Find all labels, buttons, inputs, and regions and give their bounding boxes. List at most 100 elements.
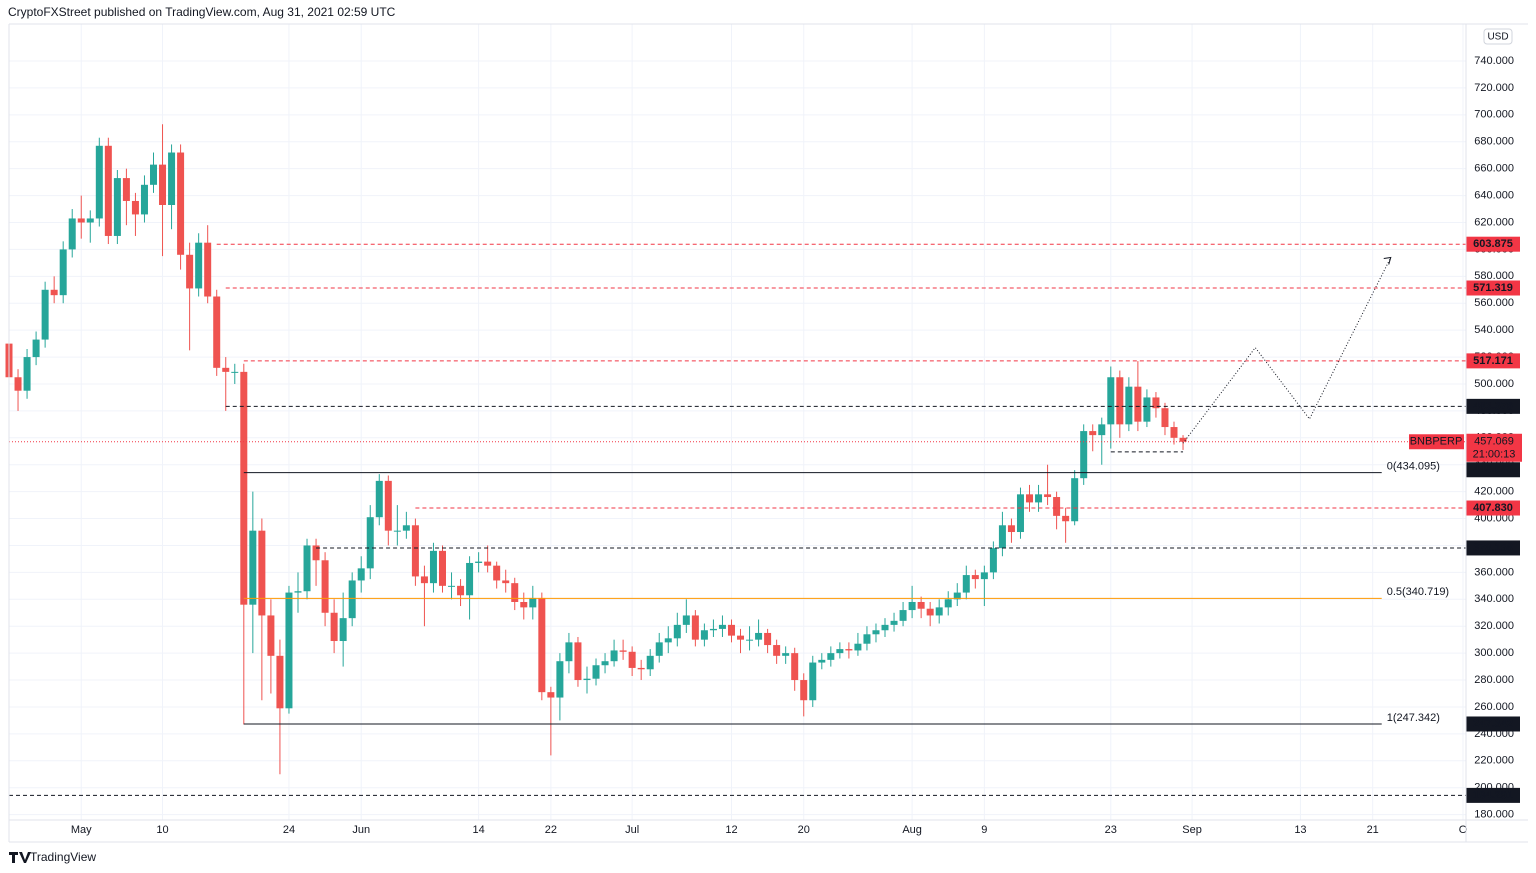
candle-body: [1098, 424, 1106, 436]
y-tick-label: 580.000: [1474, 270, 1514, 282]
candle-body: [438, 550, 446, 586]
candle-body: [1089, 431, 1097, 436]
candle-body: [917, 601, 925, 609]
candle-body: [312, 545, 320, 561]
candle-body: [420, 576, 428, 584]
y-tick-label: 300.000: [1474, 647, 1514, 659]
candle-body: [755, 632, 763, 640]
y-tick-label: 540.000: [1474, 324, 1514, 336]
candle-body: [276, 655, 284, 709]
candle-body: [827, 653, 835, 660]
y-tick-label: 660.000: [1474, 163, 1514, 175]
x-tick-label: 21: [1367, 824, 1379, 836]
symbol-label: BNBPERP: [1410, 436, 1463, 448]
candle-body: [1143, 397, 1151, 422]
y-tick-label: 320.000: [1474, 620, 1514, 632]
y-tick-label: 260.000: [1474, 701, 1514, 713]
candle-body: [95, 145, 103, 219]
candle-body: [682, 615, 690, 625]
y-tick-label: 680.000: [1474, 136, 1514, 148]
candle-body: [122, 178, 130, 201]
candle-body: [574, 642, 582, 681]
x-tick-label: 10: [156, 824, 168, 836]
candle-body: [881, 624, 889, 631]
axes: 180.000200.000220.000240.000260.000280.0…: [71, 55, 1522, 836]
candle-body: [890, 620, 898, 625]
candle-body: [77, 218, 85, 223]
x-tick-label: O: [1459, 824, 1468, 836]
candle-body: [384, 480, 392, 531]
candle-body: [1080, 431, 1088, 479]
y-tick-label: 500.000: [1474, 378, 1514, 390]
last-price-box: [1466, 433, 1522, 462]
fib-label: 0(434.095): [1387, 461, 1440, 473]
candle-body: [529, 597, 537, 608]
candle-body: [628, 651, 636, 668]
candle-body: [556, 661, 564, 698]
candle-body: [565, 642, 573, 662]
candle-body: [971, 575, 979, 580]
x-tick-label: May: [71, 824, 92, 836]
x-tick-label: Jun: [352, 824, 370, 836]
candle-body: [195, 242, 203, 289]
candle-body: [737, 635, 745, 640]
candle-body: [1152, 397, 1160, 409]
x-tick-label: 24: [283, 824, 295, 836]
candle-body: [547, 692, 555, 698]
x-tick-label: 22: [545, 824, 557, 836]
y-tick-label: 740.000: [1474, 55, 1514, 67]
level-price-label: 407.830: [1473, 502, 1513, 514]
candle-body: [520, 601, 528, 608]
x-tick-label: 23: [1105, 824, 1117, 836]
candle-body: [818, 659, 826, 663]
candle-body: [1179, 437, 1187, 442]
fib-label: 0.5(340.719): [1387, 586, 1449, 598]
candle-body: [764, 632, 772, 646]
candle-body: [673, 624, 681, 639]
candle-body: [357, 568, 365, 581]
y-tick-label: 360.000: [1474, 566, 1514, 578]
candle-body: [1026, 494, 1034, 503]
y-tick-label: 420.000: [1474, 486, 1514, 498]
candle-body: [782, 653, 790, 656]
candle-body: [429, 550, 437, 584]
candle-body: [104, 145, 112, 236]
candle-body: [953, 592, 961, 600]
candle-body: [646, 655, 654, 670]
candle-body: [222, 367, 230, 372]
level-price-label: 247.342: [1473, 718, 1513, 730]
candle-body: [637, 667, 645, 670]
x-tick-label: 13: [1294, 824, 1306, 836]
candle-body: [610, 650, 618, 662]
candle-body: [267, 615, 275, 656]
candle-body: [619, 650, 627, 652]
candle-body: [1170, 427, 1178, 438]
candle-body: [86, 218, 94, 223]
candle-body: [709, 628, 717, 631]
candle-body: [303, 545, 311, 592]
candle-body: [1007, 525, 1015, 533]
candle-body: [1062, 515, 1070, 522]
candle-body: [59, 249, 67, 296]
level-price-box: [1466, 716, 1520, 732]
brand: TradingView: [30, 850, 96, 864]
candle-body: [962, 575, 970, 593]
candle-body: [1016, 494, 1024, 533]
candle-body: [980, 572, 988, 580]
candle-body: [538, 597, 546, 693]
candle-body: [809, 662, 817, 701]
candle-body: [1044, 494, 1052, 498]
level-price-box: [1466, 353, 1520, 369]
candle-body: [402, 525, 410, 531]
candle-body: [601, 661, 609, 666]
candle-body: [475, 561, 483, 563]
candle-body: [863, 634, 871, 644]
candle-body: [249, 530, 257, 605]
candle-body: [321, 560, 329, 613]
candle-body: [1116, 377, 1124, 425]
level-price-label: 483.376: [1473, 400, 1513, 412]
candle-body: [457, 585, 465, 596]
level-price-box: [1466, 398, 1520, 414]
y-tick-label: 180.000: [1474, 809, 1514, 821]
